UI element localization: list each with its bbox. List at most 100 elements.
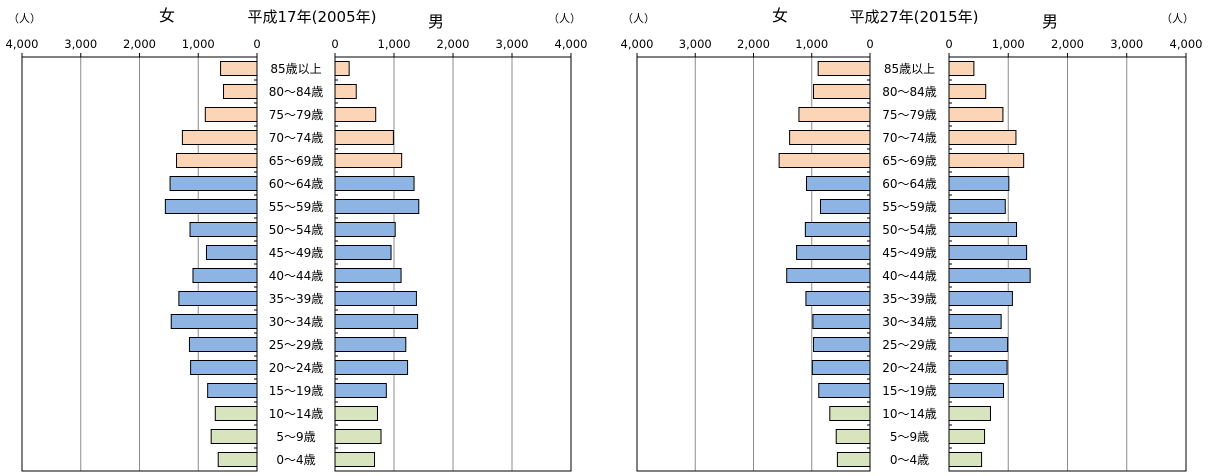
bar-male: [948, 84, 987, 99]
age-group-label: 75～79歳: [882, 108, 937, 122]
age-group-label: 25～29歳: [269, 338, 324, 352]
bar-male: [334, 107, 377, 122]
bar-female: [789, 130, 871, 145]
bar-male: [948, 291, 1013, 306]
tick-label-female: 1,000: [795, 37, 828, 51]
bar-female: [178, 291, 258, 306]
bar-male: [334, 130, 394, 145]
bar-male: [948, 245, 1028, 260]
age-group-label: 20～24歳: [269, 361, 324, 375]
age-group-label: 5～9歳: [276, 430, 315, 444]
bar-female: [812, 337, 871, 352]
bar-male: [334, 245, 392, 260]
bar-male: [948, 222, 1018, 237]
bar-male: [948, 199, 1006, 214]
tick-label-male: 2,000: [1051, 37, 1084, 51]
bar-female: [786, 268, 871, 283]
age-group-label: 65～69歳: [882, 154, 937, 168]
bar-male: [948, 130, 1017, 145]
bar-female: [205, 245, 258, 260]
bar-female: [169, 176, 258, 191]
tick-label-male: 4,000: [555, 37, 588, 51]
bar-female: [189, 222, 258, 237]
bar-female: [796, 245, 871, 260]
bar-female: [805, 291, 871, 306]
bar-female: [220, 61, 258, 76]
bar-male: [948, 383, 1005, 398]
tick-label-female: 4,000: [621, 37, 654, 51]
tick-label-male: 0: [331, 37, 338, 51]
bar-male: [334, 452, 376, 467]
bar-female: [217, 452, 258, 467]
bar-female: [204, 107, 258, 122]
age-group-label: 15～19歳: [269, 384, 324, 398]
age-group-label: 50～54歳: [882, 223, 937, 237]
bar-female: [829, 406, 871, 421]
bar-female: [223, 84, 258, 99]
bar-female: [817, 61, 871, 76]
age-group-label: 60～64歳: [269, 177, 324, 191]
age-group-label: 85歳以上: [270, 62, 321, 76]
bar-male: [334, 199, 420, 214]
unit-label-female: （人）: [8, 12, 41, 25]
bar-female: [836, 452, 871, 467]
pyramid-2015: （人） （人） 平成27年(2015年) 女 男 4,000 4,000 3,000 3,000…: [621, 6, 1203, 472]
age-group-label: 75～79歳: [269, 108, 324, 122]
bar-female: [778, 153, 871, 168]
age-group-label: 10～14歳: [269, 407, 324, 421]
age-group-label: 15～19歳: [882, 384, 937, 398]
age-group-label: 20～24歳: [882, 361, 937, 375]
age-group-label: 55～59歳: [882, 200, 937, 214]
tick-label-female: 1,000: [182, 37, 215, 51]
age-group-label: 50～54歳: [269, 223, 324, 237]
unit-label-male: （人）: [1161, 12, 1194, 25]
bar-female: [190, 360, 258, 375]
bar-male: [334, 383, 387, 398]
bar-male: [334, 360, 409, 375]
bar-female: [819, 199, 871, 214]
age-group-label: 40～44歳: [269, 269, 324, 283]
bar-female: [806, 176, 871, 191]
bar-female: [812, 84, 871, 99]
bar-male: [948, 452, 983, 467]
bar-female: [812, 314, 871, 329]
age-group-label: 80～84歳: [269, 85, 324, 99]
bar-male: [334, 222, 396, 237]
age-group-label: 30～34歳: [269, 315, 324, 329]
tick-label-male: 3,000: [496, 37, 529, 51]
bar-male: [334, 429, 382, 444]
male-label: 男: [1042, 12, 1058, 31]
tick-label-female: 2,000: [737, 37, 770, 51]
bar-female: [170, 314, 258, 329]
age-group-label: 55～59歳: [269, 200, 324, 214]
tick-label-female: 2,000: [123, 37, 156, 51]
tick-label-female: 4,000: [6, 37, 39, 51]
bar-female: [207, 383, 258, 398]
tick-label-male: 4,000: [1170, 37, 1203, 51]
bar-male: [948, 61, 975, 76]
tick-label-female: 0: [866, 37, 873, 51]
age-group-label: 0～4歳: [890, 453, 929, 467]
bar-male: [334, 61, 350, 76]
tick-label-male: 3,000: [1110, 37, 1143, 51]
age-group-label: 10～14歳: [882, 407, 937, 421]
age-group-label: 35～39歳: [882, 292, 937, 306]
tick-label-female: 0: [253, 37, 260, 51]
tick-label-male: 2,000: [437, 37, 470, 51]
age-group-label: 85歳以上: [884, 62, 935, 76]
female-label: 女: [772, 6, 788, 25]
bar-male: [948, 406, 991, 421]
chart-title: 平成17年(2005年): [248, 8, 377, 26]
age-group-label: 70～74歳: [269, 131, 324, 145]
bar-male: [948, 153, 1025, 168]
age-group-label: 45～49歳: [269, 246, 324, 260]
age-group-label: 30～34歳: [882, 315, 937, 329]
male-label: 男: [428, 12, 444, 31]
tick-label-male: 0: [945, 37, 952, 51]
bar-female: [210, 429, 258, 444]
chart-title: 平成27年(2015年): [850, 8, 979, 26]
bar-male: [334, 153, 403, 168]
bar-female: [811, 360, 871, 375]
age-group-label: 80～84歳: [882, 85, 937, 99]
